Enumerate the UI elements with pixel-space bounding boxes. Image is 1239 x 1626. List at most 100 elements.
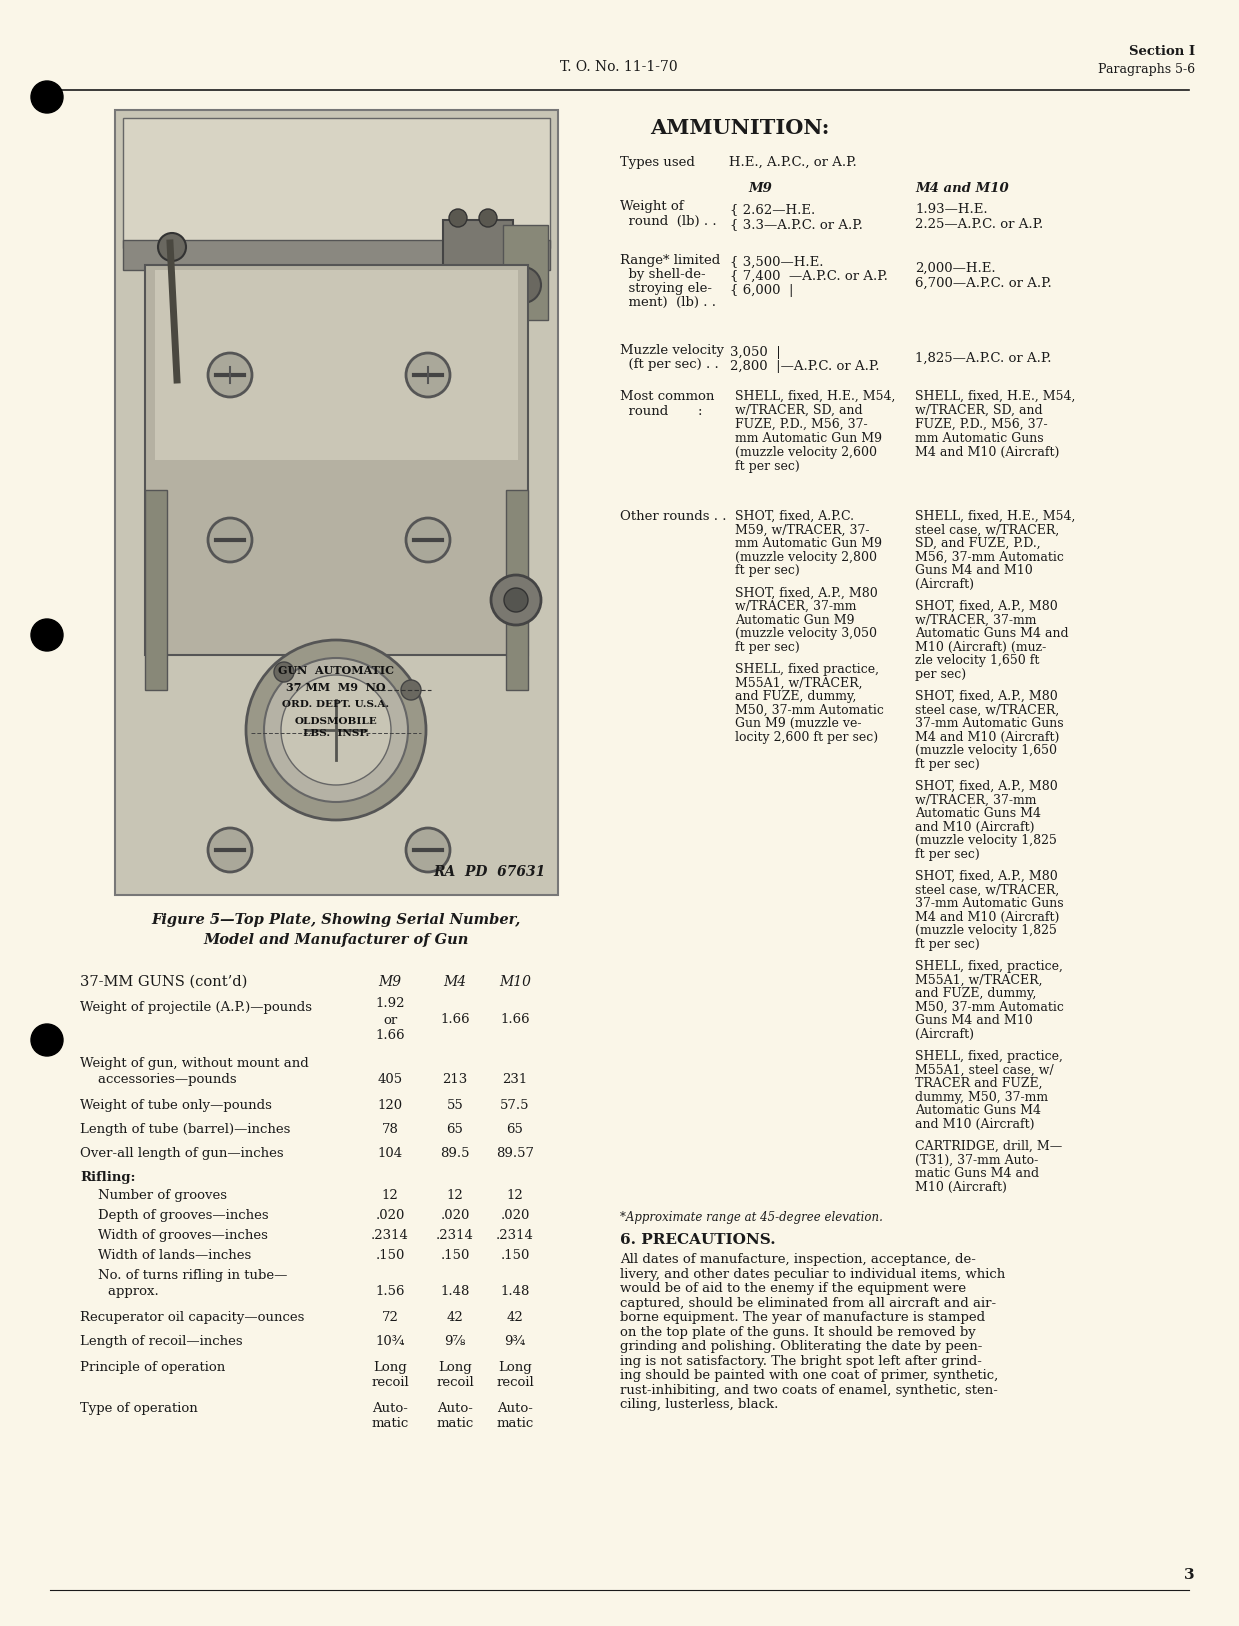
Text: round       :: round : xyxy=(620,405,703,418)
Text: ft per sec): ft per sec) xyxy=(914,847,980,860)
Text: zle velocity 1,650 ft: zle velocity 1,650 ft xyxy=(914,654,1040,667)
Text: 1.92: 1.92 xyxy=(375,997,405,1010)
Text: Length of tube (barrel)—inches: Length of tube (barrel)—inches xyxy=(81,1124,307,1137)
Text: Weight of gun, without mount and: Weight of gun, without mount and xyxy=(81,1057,309,1070)
Text: T. O. No. 11-1-70: T. O. No. 11-1-70 xyxy=(560,60,678,75)
Text: ORD. DEPT. U.S.A.: ORD. DEPT. U.S.A. xyxy=(282,701,389,709)
Bar xyxy=(145,489,167,689)
Text: Model and Manufacturer of Gun: Model and Manufacturer of Gun xyxy=(203,933,468,946)
Text: 78: 78 xyxy=(382,1124,399,1137)
Text: w/TRACER, SD, and: w/TRACER, SD, and xyxy=(914,403,1043,416)
Text: RA  PD  67631: RA PD 67631 xyxy=(434,865,546,880)
Text: M4 and M10 (Aircraft): M4 and M10 (Aircraft) xyxy=(914,446,1059,459)
Text: M4: M4 xyxy=(444,976,467,989)
Circle shape xyxy=(159,233,186,262)
Text: No. of turns rifling in tube—: No. of turns rifling in tube— xyxy=(98,1268,287,1281)
Circle shape xyxy=(247,641,426,820)
Circle shape xyxy=(208,828,252,872)
Text: ft per sec): ft per sec) xyxy=(914,758,980,771)
Text: .020: .020 xyxy=(375,1210,405,1223)
Circle shape xyxy=(506,267,541,302)
Text: 42: 42 xyxy=(446,1311,463,1324)
Text: 120: 120 xyxy=(378,1099,403,1112)
Text: .150: .150 xyxy=(375,1249,405,1262)
Bar xyxy=(123,241,550,270)
Text: 57.5: 57.5 xyxy=(501,1099,530,1112)
Text: Muzzle velocity: Muzzle velocity xyxy=(620,345,724,358)
Text: 72: 72 xyxy=(382,1311,399,1324)
Text: would be of aid to the enemy if the equipment were: would be of aid to the enemy if the equi… xyxy=(620,1281,966,1294)
Text: .020: .020 xyxy=(501,1210,530,1223)
Text: { 3.3—A.P.C. or A.P.: { 3.3—A.P.C. or A.P. xyxy=(730,218,862,231)
Text: w/TRACER, 37-mm: w/TRACER, 37-mm xyxy=(914,793,1037,806)
Text: 1.93—H.E.: 1.93—H.E. xyxy=(914,203,987,216)
Text: Number of grooves: Number of grooves xyxy=(98,1189,304,1202)
Text: Figure 5—Top Plate, Showing Serial Number,: Figure 5—Top Plate, Showing Serial Numbe… xyxy=(151,914,520,927)
Text: w/TRACER, SD, and: w/TRACER, SD, and xyxy=(735,403,862,416)
Text: 3,050  |: 3,050 | xyxy=(730,346,781,359)
Text: M10: M10 xyxy=(499,976,532,989)
Text: M4 and M10 (Aircraft): M4 and M10 (Aircraft) xyxy=(914,911,1059,924)
Circle shape xyxy=(31,81,63,112)
Text: (muzzle velocity 3,050: (muzzle velocity 3,050 xyxy=(735,628,877,641)
Text: *Approximate range at 45-degree elevation.: *Approximate range at 45-degree elevatio… xyxy=(620,1211,883,1224)
Text: 9⅞: 9⅞ xyxy=(445,1335,466,1348)
Text: matic Guns M4 and: matic Guns M4 and xyxy=(914,1167,1040,1180)
Text: 37 MM  M9  NO: 37 MM M9 NO xyxy=(286,681,385,693)
Circle shape xyxy=(274,662,294,681)
Text: steel case, w/TRACER,: steel case, w/TRACER, xyxy=(914,704,1059,717)
Text: accessories—pounds: accessories—pounds xyxy=(98,1073,287,1086)
Text: steel case, w/TRACER,: steel case, w/TRACER, xyxy=(914,524,1059,537)
Text: 10¾: 10¾ xyxy=(375,1335,405,1348)
Text: (muzzle velocity 2,800: (muzzle velocity 2,800 xyxy=(735,551,877,564)
Text: 42: 42 xyxy=(507,1311,523,1324)
Text: M9: M9 xyxy=(748,182,772,195)
Text: 405: 405 xyxy=(378,1073,403,1086)
Text: M55A1, w/TRACER,: M55A1, w/TRACER, xyxy=(735,676,862,689)
Text: ing is not satisfactory. The bright spot left after grind-: ing is not satisfactory. The bright spot… xyxy=(620,1354,981,1367)
Circle shape xyxy=(264,659,408,802)
Text: SHELL, fixed, practice,: SHELL, fixed, practice, xyxy=(914,959,1063,972)
Circle shape xyxy=(449,210,467,228)
Text: Rifling:: Rifling: xyxy=(81,1171,135,1184)
Text: 1.48: 1.48 xyxy=(501,1285,530,1298)
Text: TRACER and FUZE,: TRACER and FUZE, xyxy=(914,1076,1042,1089)
Text: Long: Long xyxy=(439,1361,472,1374)
Text: (muzzle velocity 1,825: (muzzle velocity 1,825 xyxy=(914,834,1057,847)
Text: .2314: .2314 xyxy=(436,1229,475,1242)
Text: 231: 231 xyxy=(502,1073,528,1086)
Text: FUZE, P.D., M56, 37-: FUZE, P.D., M56, 37- xyxy=(735,418,867,431)
Text: stroying ele-: stroying ele- xyxy=(620,281,712,294)
Text: 37-mm Automatic Guns: 37-mm Automatic Guns xyxy=(914,717,1063,730)
Text: Guns M4 and M10: Guns M4 and M10 xyxy=(914,1015,1033,1028)
Text: M50, 37-mm Automatic: M50, 37-mm Automatic xyxy=(735,704,883,717)
Text: Auto-: Auto- xyxy=(497,1402,533,1415)
Text: SHOT, fixed, A.P., M80: SHOT, fixed, A.P., M80 xyxy=(914,870,1058,883)
Text: Guns M4 and M10: Guns M4 and M10 xyxy=(914,564,1033,577)
Text: 1.66: 1.66 xyxy=(375,1029,405,1042)
Text: matic: matic xyxy=(372,1416,409,1429)
Text: 2,800  |—A.P.C. or A.P.: 2,800 |—A.P.C. or A.P. xyxy=(730,359,880,372)
Text: Types used        H.E., A.P.C., or A.P.: Types used H.E., A.P.C., or A.P. xyxy=(620,156,856,169)
Text: grinding and polishing. Obliterating the date by peen-: grinding and polishing. Obliterating the… xyxy=(620,1340,983,1353)
Text: 37-mm Automatic Guns: 37-mm Automatic Guns xyxy=(914,898,1063,911)
Text: 1.66: 1.66 xyxy=(501,1013,530,1026)
Text: Paragraphs 5-6: Paragraphs 5-6 xyxy=(1098,63,1194,76)
Text: on the top plate of the guns. It should be removed by: on the top plate of the guns. It should … xyxy=(620,1325,976,1338)
Text: Automatic Guns M4: Automatic Guns M4 xyxy=(914,806,1041,820)
Text: 6. PRECAUTIONS.: 6. PRECAUTIONS. xyxy=(620,1233,776,1247)
Text: Width of grooves—inches: Width of grooves—inches xyxy=(98,1229,302,1242)
Text: 3: 3 xyxy=(1184,1567,1194,1582)
Text: w/TRACER, 37-mm: w/TRACER, 37-mm xyxy=(914,613,1037,626)
Text: 12: 12 xyxy=(507,1189,523,1202)
Text: rust-inhibiting, and two coats of enamel, synthetic, sten-: rust-inhibiting, and two coats of enamel… xyxy=(620,1384,997,1397)
Text: M10 (Aircraft) (muz-: M10 (Aircraft) (muz- xyxy=(914,641,1046,654)
Text: Recuperator oil capacity—ounces: Recuperator oil capacity—ounces xyxy=(81,1311,317,1324)
Text: SHOT, fixed, A.P., M80: SHOT, fixed, A.P., M80 xyxy=(914,600,1058,613)
Text: round  (lb) . .: round (lb) . . xyxy=(620,215,716,228)
Text: captured, should be eliminated from all aircraft and air-: captured, should be eliminated from all … xyxy=(620,1296,996,1309)
Text: 9¾: 9¾ xyxy=(504,1335,525,1348)
Text: .150: .150 xyxy=(501,1249,530,1262)
Text: by shell-de-: by shell-de- xyxy=(620,268,706,281)
Text: mm Automatic Gun M9: mm Automatic Gun M9 xyxy=(735,537,882,550)
